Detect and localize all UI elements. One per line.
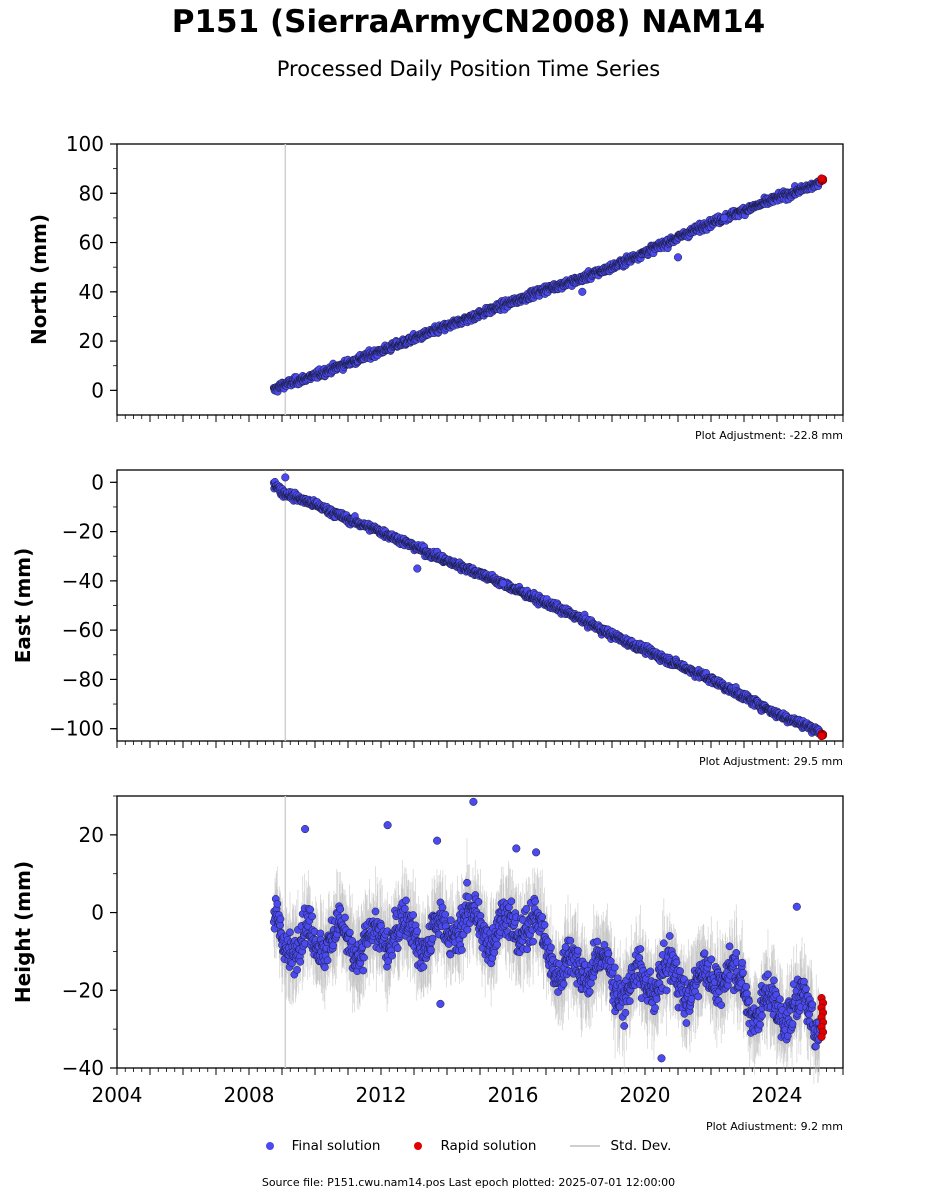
- height-x-tick-label: 2020: [620, 1083, 671, 1107]
- north-outlier-point: [578, 287, 587, 296]
- north-y-tick-label: 0: [91, 378, 104, 402]
- north-outlier-point: [720, 213, 729, 222]
- height-x-tick-label: 2004: [92, 1083, 143, 1107]
- final-point: [359, 966, 368, 975]
- final-point: [296, 957, 305, 966]
- east-y-tick-label: −100: [49, 717, 104, 741]
- east-outlier-point: [499, 579, 508, 588]
- east-y-tick-label: −60: [62, 618, 104, 642]
- chart-title: P151 (SierraArmyCN2008) NAM14: [171, 4, 766, 40]
- north-y-axis-label: North (mm): [27, 214, 51, 345]
- east-y-axis-label: East (mm): [11, 548, 35, 664]
- final-point: [360, 953, 368, 962]
- final-point: [371, 907, 380, 916]
- final-point: [341, 913, 349, 922]
- north-y-tick-label: 60: [79, 231, 104, 255]
- final-point: [402, 896, 410, 905]
- east-y-tick-label: 0: [91, 470, 104, 494]
- north-axes-frame: [116, 143, 844, 416]
- final-point: [336, 905, 345, 913]
- final-point: [308, 912, 317, 921]
- final-point: [428, 934, 437, 943]
- final-point: [320, 963, 329, 972]
- final-point: [400, 904, 409, 913]
- final-point: [409, 911, 417, 919]
- north-y-tick-label: 100: [66, 132, 104, 156]
- final-point: [388, 951, 397, 960]
- east-rapid-point: [817, 732, 826, 741]
- final-point: [393, 944, 402, 953]
- final-point: [427, 946, 435, 954]
- height-y-axis-label: Height (mm): [11, 861, 35, 1003]
- east-plot-adjustment: Plot Adjustment: 29.5 mm: [699, 755, 843, 768]
- east-y-tick-label: −20: [62, 520, 104, 544]
- north-y-tick-label: 40: [79, 280, 104, 304]
- east-final-points: [269, 477, 824, 738]
- height-y-tick-label: 0: [91, 901, 104, 925]
- east-y-tick-label: −40: [62, 569, 104, 593]
- east-y-tick-label: −80: [62, 667, 104, 691]
- final-point: [286, 928, 294, 937]
- final-point: [323, 956, 332, 965]
- chart-subtitle: Processed Daily Position Time Series: [276, 57, 661, 81]
- final-point: [276, 915, 285, 923]
- final-point: [329, 941, 337, 950]
- north-plot-adjustment: Plot Adjustment: -22.8 mm: [695, 429, 843, 442]
- final-point: [413, 927, 421, 936]
- final-point: [419, 963, 428, 971]
- height-x-tick-label: 2008: [224, 1083, 275, 1107]
- height-plot-adjustment: Plot Adjustment: 9.2 mm: [706, 1120, 843, 1130]
- height-y-tick-label: −20: [62, 978, 104, 1002]
- height-y-tick-label: −40: [62, 1056, 104, 1080]
- east-outlier-point: [281, 473, 290, 482]
- height-x-tick-label: 2016: [488, 1083, 539, 1107]
- height-final-points: [269, 878, 824, 1051]
- final-point: [273, 899, 282, 908]
- height-y-tick-label: 20: [79, 823, 104, 847]
- height-x-tick-label: 2024: [752, 1083, 803, 1107]
- north-y-tick-label: 80: [79, 181, 104, 205]
- final-point: [293, 966, 301, 974]
- final-point: [306, 905, 315, 914]
- timeseries-chart: 0 20 40 60 80 100 North (mm) Plot Adjustment: -…: [11, 132, 844, 1130]
- east-axes-frame: [116, 469, 844, 742]
- final-point: [348, 936, 357, 945]
- final-point: [345, 928, 354, 937]
- north-final-points: [269, 177, 824, 396]
- north-rapid-point: [817, 174, 826, 183]
- north-outlier-point: [673, 253, 683, 262]
- east-outlier-point: [413, 564, 422, 573]
- height-x-tick-label: 2012: [356, 1083, 407, 1107]
- north-y-tick-label: 20: [79, 329, 104, 353]
